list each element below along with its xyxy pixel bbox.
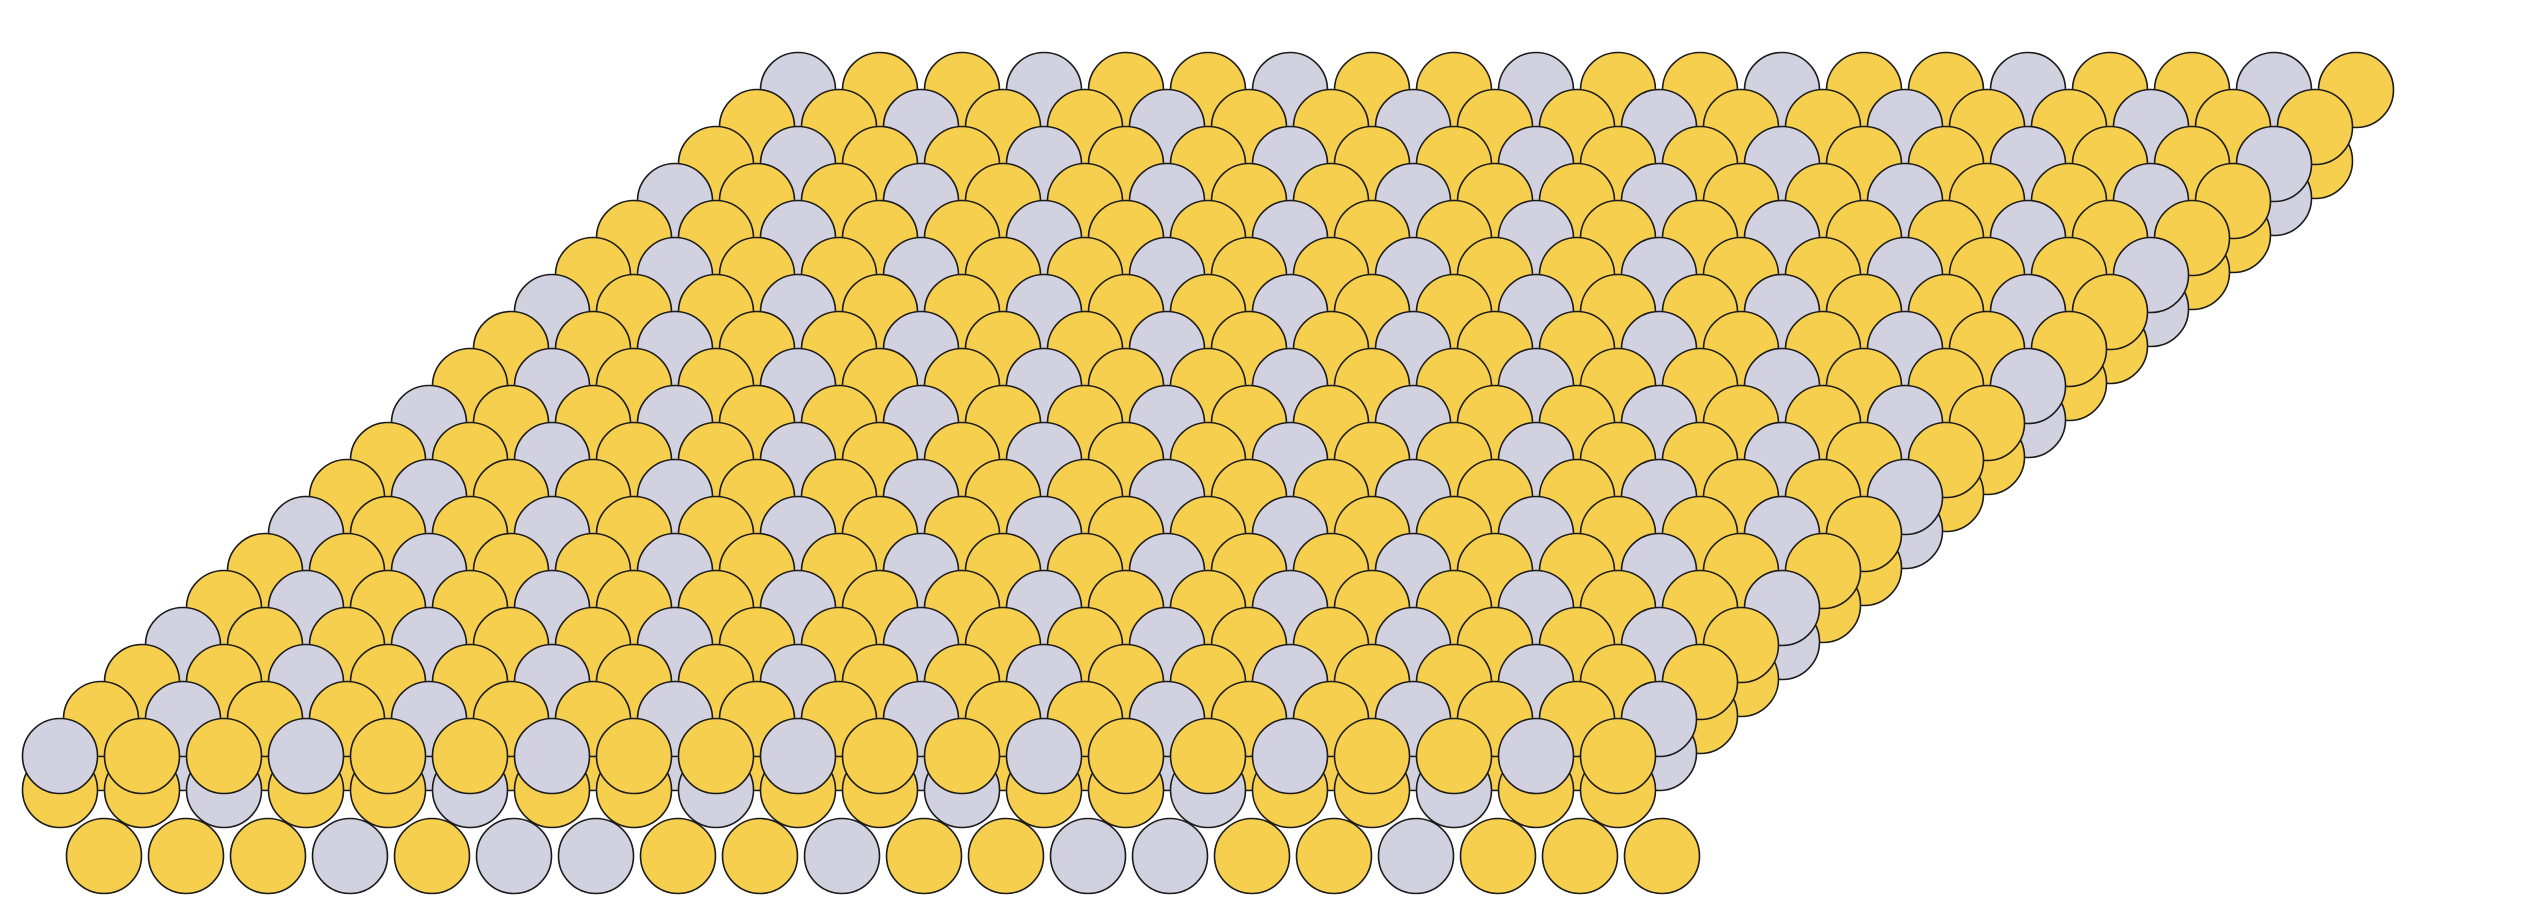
atom-gray	[1049, 817, 1127, 895]
atom-gray	[267, 717, 345, 795]
atom-gold	[885, 817, 963, 895]
atom-gold	[147, 817, 225, 895]
atom-gold	[65, 817, 143, 895]
atom-gray	[1377, 817, 1455, 895]
atom-gold	[1213, 817, 1291, 895]
atom-gray	[1005, 717, 1083, 795]
atom-gold	[1087, 717, 1165, 795]
atom-gold	[1541, 817, 1619, 895]
atom-gold	[431, 717, 509, 795]
atom-gray	[311, 817, 389, 895]
atom-gold	[229, 817, 307, 895]
atom-gold	[185, 717, 263, 795]
atom-gray	[21, 717, 99, 795]
atom-gray	[1251, 717, 1329, 795]
atom-gray	[475, 817, 553, 895]
atom-gold	[721, 817, 799, 895]
atom-gray	[513, 717, 591, 795]
atom-gold	[595, 717, 673, 795]
atom-gold	[841, 717, 919, 795]
atom-gold	[967, 817, 1045, 895]
atom-gray	[1131, 817, 1209, 895]
atom-gold	[1623, 817, 1701, 895]
atom-gold	[393, 817, 471, 895]
atom-gold	[1579, 717, 1657, 795]
atom-gold	[1295, 817, 1373, 895]
atom-gold	[1415, 717, 1493, 795]
atom-gold	[1333, 717, 1411, 795]
atom-gold	[103, 717, 181, 795]
atom-gold	[349, 717, 427, 795]
atom-gold	[677, 717, 755, 795]
atom-gold	[1459, 817, 1537, 895]
atom-gray	[803, 817, 881, 895]
atom-gold	[639, 817, 717, 895]
atom-gray	[1497, 717, 1575, 795]
atom-gold	[1169, 717, 1247, 795]
atom-gray	[557, 817, 635, 895]
atom-gray	[759, 717, 837, 795]
atom-gold	[923, 717, 1001, 795]
atom-group	[21, 51, 2395, 895]
